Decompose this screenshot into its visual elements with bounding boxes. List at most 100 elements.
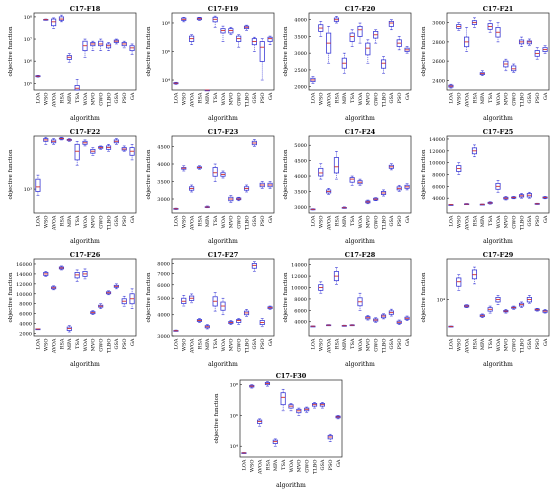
x-tick-label: WSO (44, 216, 50, 229)
box-wso (319, 282, 323, 293)
box-tlbo (519, 302, 523, 308)
x-tick-label: AVOA (258, 459, 264, 475)
x-axis-label: algorithm (70, 115, 100, 122)
y-tick-label: 12000 (16, 282, 32, 288)
box-wso (44, 137, 48, 144)
box-tsa (487, 306, 491, 313)
y-tick-label: 2500 (294, 68, 307, 74)
x-tick-label: GWO (511, 216, 517, 229)
box-tsa (212, 16, 216, 27)
x-tick-label: TSA (281, 459, 287, 470)
x-tick-label: PSO (535, 339, 541, 350)
x-tick-label: LOA (173, 92, 179, 103)
box-pso (397, 36, 401, 49)
y-tick-label: 3000 (432, 21, 445, 27)
box-avoa (51, 139, 55, 145)
box-mvo (366, 40, 370, 63)
box-rsa (334, 151, 338, 179)
box-wso (44, 271, 48, 276)
box-rsa (197, 319, 201, 323)
box-gsa (527, 39, 531, 46)
box-mpa (480, 204, 484, 205)
x-tick-label: TSA (350, 215, 356, 226)
box-tsa (487, 202, 491, 204)
x-tick-label: GA (267, 92, 273, 100)
box-rsa (472, 145, 476, 157)
y-tick-label: 10000 (291, 286, 307, 292)
y-tick-label: 4500 (157, 145, 170, 151)
x-tick-label: RSA (266, 459, 272, 470)
box-woa (495, 23, 499, 42)
y-tick-label: 14000 (16, 272, 32, 278)
y-tick-label: 2000 (294, 85, 307, 91)
x-tick-label: RSA (334, 215, 340, 226)
x-tick-label: GA (542, 215, 548, 223)
y-tick-label: 5000 (294, 143, 307, 149)
x-tick-label: GA (267, 215, 273, 223)
x-tick-label: TSA (75, 92, 81, 103)
box-mpa (205, 90, 209, 91)
box-gsa (114, 39, 118, 44)
x-tick-label: GWO (373, 216, 379, 229)
box-loa (448, 84, 452, 88)
box-gsa (527, 295, 531, 303)
plot-frame (309, 136, 411, 213)
box-woa (220, 26, 224, 41)
box-ga (267, 36, 271, 45)
x-tick-label: AVOA (464, 215, 470, 231)
box-tsa (350, 325, 354, 326)
x-tick-label: LOA (173, 338, 179, 349)
y-tick-label: 6000 (294, 308, 307, 314)
y-tick-label: 10³ (24, 187, 32, 193)
box-gsa (252, 37, 256, 51)
y-tick-label: 10⁶ (161, 50, 169, 56)
x-tick-label: WOA (495, 215, 501, 228)
box-mvo (503, 196, 507, 200)
box-tlbo (244, 25, 248, 30)
x-tick-label: RSA (197, 338, 203, 349)
y-tick-label: 6000 (432, 184, 445, 190)
plot-frame (447, 13, 549, 90)
box-plot-c17-f28: C17-F28400060008000100001200014000object… (281, 250, 415, 368)
box-woa (358, 293, 362, 310)
x-tick-label: LOA (311, 338, 317, 349)
box-ga (267, 182, 271, 189)
box-pso (535, 308, 539, 311)
x-tick-label: TLBO (519, 216, 525, 231)
y-axis-label: objective function (146, 149, 152, 199)
box-pso (397, 320, 401, 325)
x-tick-label: WSO (44, 339, 50, 352)
x-tick-label: GWO (236, 93, 242, 106)
x-axis-label: algorithm (208, 238, 238, 245)
box-gwo (374, 30, 378, 43)
x-tick-label: MVO (91, 339, 97, 352)
y-axis-label: objective function (8, 26, 14, 76)
y-tick-label: 10⁶ (230, 413, 238, 419)
box-gsa (389, 20, 393, 30)
box-rsa (197, 17, 201, 20)
x-tick-label: TSA (487, 92, 493, 103)
x-tick-label: TLBO (381, 216, 387, 231)
x-tick-label: RSA (472, 215, 478, 226)
y-axis-label: objective function (146, 272, 152, 322)
y-tick-label: 2600 (432, 59, 445, 65)
box-gsa (252, 140, 256, 147)
y-tick-label: 8000 (294, 297, 307, 303)
x-tick-label: LOA (311, 215, 317, 226)
box-rsa (59, 266, 63, 270)
box-tlbo (244, 185, 248, 192)
y-tick-label: 3000 (294, 205, 307, 211)
x-tick-label: WSO (44, 93, 50, 106)
x-tick-label: MVO (297, 460, 303, 473)
y-axis-label: objective function (8, 149, 14, 199)
box-tsa (75, 141, 79, 165)
x-tick-label: MVO (91, 93, 97, 106)
x-tick-label: LOA (36, 92, 42, 103)
x-tick-label: WOA (83, 92, 89, 105)
box-mpa (67, 139, 71, 142)
x-tick-label: PSO (122, 216, 128, 227)
box-mpa (342, 53, 346, 73)
x-tick-label: TLBO (381, 93, 387, 108)
x-tick-label: WSO (319, 339, 325, 352)
